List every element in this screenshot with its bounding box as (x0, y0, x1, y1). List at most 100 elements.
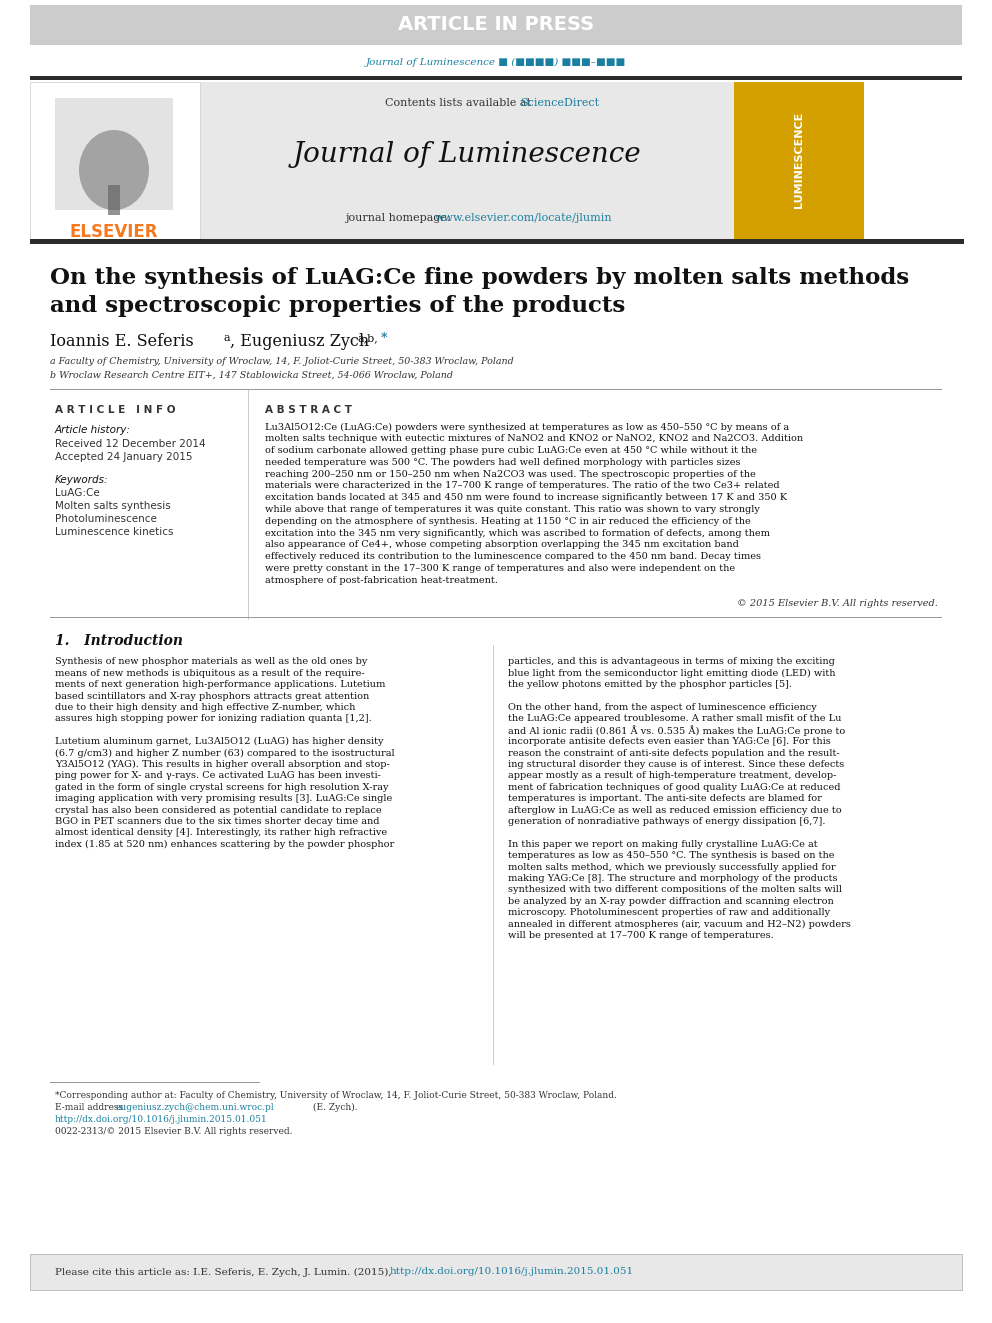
Text: a Faculty of Chemistry, University of Wroclaw, 14, F. Joliot-Curie Street, 50-38: a Faculty of Chemistry, University of Wr… (50, 357, 514, 366)
Text: molten salts technique with eutectic mixtures of NaNO2 and KNO2 or NaNO2, KNO2 a: molten salts technique with eutectic mix… (265, 434, 804, 443)
Text: http://dx.doi.org/10.1016/j.jlumin.2015.01.051: http://dx.doi.org/10.1016/j.jlumin.2015.… (55, 1115, 268, 1125)
Text: and Al ionic radii (0.861 Å vs. 0.535 Å) makes the LuAG:Ce prone to: and Al ionic radii (0.861 Å vs. 0.535 Å)… (508, 725, 845, 736)
Text: © 2015 Elsevier B.V. All rights reserved.: © 2015 Elsevier B.V. All rights reserved… (737, 598, 938, 607)
Text: index (1.85 at 520 nm) enhances scattering by the powder phosphor: index (1.85 at 520 nm) enhances scatteri… (55, 840, 394, 849)
Text: LUMINESCENCE: LUMINESCENCE (794, 112, 804, 208)
Text: Received 12 December 2014: Received 12 December 2014 (55, 439, 205, 448)
Text: Please cite this article as: I.E. Seferis, E. Zych, J. Lumin. (2015),: Please cite this article as: I.E. Seferi… (55, 1267, 395, 1277)
Text: ARTICLE IN PRESS: ARTICLE IN PRESS (398, 16, 594, 34)
Text: molten salts method, which we previously successfully applied for: molten salts method, which we previously… (508, 863, 835, 872)
Text: atmosphere of post-fabrication heat-treatment.: atmosphere of post-fabrication heat-trea… (265, 576, 498, 585)
Text: A R T I C L E   I N F O: A R T I C L E I N F O (55, 405, 176, 415)
Bar (30, 82, 200, 239)
Text: materials were characterized in the 17–700 K range of temperatures. The ratio of: materials were characterized in the 17–7… (265, 482, 780, 491)
Text: On the synthesis of LuAG:Ce fine powders by molten salts methods: On the synthesis of LuAG:Ce fine powders… (50, 267, 910, 288)
Text: generation of nonradiative pathways of energy dissipation [6,7].: generation of nonradiative pathways of e… (508, 818, 825, 826)
Bar (248, 390, 249, 620)
Text: needed temperature was 500 °C. The powders had well defined morphology with part: needed temperature was 500 °C. The powde… (265, 458, 740, 467)
Text: (6.7 g/cm3) and higher Z number (63) compared to the isostructural: (6.7 g/cm3) and higher Z number (63) com… (55, 749, 395, 758)
Text: *: * (381, 332, 388, 344)
Text: Lu3Al5O12:Ce (LuAG:Ce) powders were synthesized at temperatures as low as 450–55: Lu3Al5O12:Ce (LuAG:Ce) powders were synt… (265, 422, 789, 431)
Text: Accepted 24 January 2015: Accepted 24 January 2015 (55, 452, 192, 462)
Text: ments of next generation high-performance applications. Lutetium: ments of next generation high-performanc… (55, 680, 385, 689)
Text: LuAG:Ce: LuAG:Ce (55, 488, 100, 497)
Text: gated in the form of single crystal screens for high resolution X-ray: gated in the form of single crystal scre… (55, 783, 389, 792)
Text: means of new methods is ubiquitous as a result of the require-: means of new methods is ubiquitous as a … (55, 669, 365, 677)
Text: reason the constraint of anti-site defects population and the result-: reason the constraint of anti-site defec… (508, 749, 839, 758)
Bar (734, 82, 864, 239)
Text: microscopy. Photoluminescent properties of raw and additionally: microscopy. Photoluminescent properties … (508, 909, 830, 917)
Text: will be presented at 17–700 K range of temperatures.: will be presented at 17–700 K range of t… (508, 931, 774, 941)
Text: due to their high density and high effective Z-number, which: due to their high density and high effec… (55, 703, 355, 712)
Text: E-mail address:: E-mail address: (55, 1102, 129, 1111)
Text: a: a (223, 333, 229, 343)
Text: Y3Al5O12 (YAG). This results in higher overall absorption and stop-: Y3Al5O12 (YAG). This results in higher o… (55, 759, 390, 769)
Text: On the other hand, from the aspect of luminescence efficiency: On the other hand, from the aspect of lu… (508, 703, 816, 712)
Text: depending on the atmosphere of synthesis. Heating at 1150 °C in air reduced the : depending on the atmosphere of synthesis… (265, 517, 751, 527)
Bar (30, 1254, 962, 1290)
Text: ment of fabrication techniques of good quality LuAG:Ce at reduced: ment of fabrication techniques of good q… (508, 783, 840, 792)
Text: www.elsevier.com/locate/jlumin: www.elsevier.com/locate/jlumin (435, 213, 613, 224)
Text: of sodium carbonate allowed getting phase pure cubic LuAG:Ce even at 450 °C whil: of sodium carbonate allowed getting phas… (265, 446, 757, 455)
Text: be analyzed by an X-ray powder diffraction and scanning electron: be analyzed by an X-ray powder diffracti… (508, 897, 833, 906)
Text: excitation bands located at 345 and 450 nm were found to increase significantly : excitation bands located at 345 and 450 … (265, 493, 787, 503)
Text: temperatures as low as 450–550 °C. The synthesis is based on the: temperatures as low as 450–550 °C. The s… (508, 851, 834, 860)
Text: Journal of Luminescence: Journal of Luminescence (293, 142, 641, 168)
Text: Keywords:: Keywords: (55, 475, 108, 486)
Text: were pretty constant in the 17–300 K range of temperatures and also were indepen: were pretty constant in the 17–300 K ran… (265, 564, 735, 573)
Text: incorporate antisite defects even easier than YAG:Ce [6]. For this: incorporate antisite defects even easier… (508, 737, 830, 746)
Text: Lutetium aluminum garnet, Lu3Al5O12 (LuAG) has higher density: Lutetium aluminum garnet, Lu3Al5O12 (LuA… (55, 737, 384, 746)
Text: Photoluminescence: Photoluminescence (55, 515, 157, 524)
Bar (30, 239, 964, 243)
Text: assures high stopping power for ionizing radiation quanta [1,2].: assures high stopping power for ionizing… (55, 714, 372, 724)
Text: Luminescence kinetics: Luminescence kinetics (55, 527, 174, 537)
Text: a,b,: a,b, (358, 333, 379, 343)
Text: Article history:: Article history: (55, 425, 131, 435)
Bar (200, 82, 734, 239)
Text: BGO in PET scanners due to the six times shorter decay time and: BGO in PET scanners due to the six times… (55, 818, 380, 826)
Text: reaching 200–250 nm or 150–250 nm when Na2CO3 was used. The spectroscopic proper: reaching 200–250 nm or 150–250 nm when N… (265, 470, 756, 479)
Text: the yellow photons emitted by the phosphor particles [5].: the yellow photons emitted by the phosph… (508, 680, 792, 689)
Text: ELSEVIER: ELSEVIER (69, 224, 159, 241)
Text: , Eugeniusz Zych: , Eugeniusz Zych (230, 333, 374, 351)
Text: ing structural disorder they cause is of interest. Since these defects: ing structural disorder they cause is of… (508, 761, 844, 769)
Text: ping power for X- and γ-rays. Ce activated LuAG has been investi-: ping power for X- and γ-rays. Ce activat… (55, 771, 381, 781)
Text: eugeniusz.zych@chem.uni.wroc.pl: eugeniusz.zych@chem.uni.wroc.pl (116, 1102, 275, 1111)
Bar (493, 646, 494, 1065)
Text: imaging application with very promising results [3]. LuAG:Ce single: imaging application with very promising … (55, 794, 392, 803)
Text: particles, and this is advantageous in terms of mixing the exciting: particles, and this is advantageous in t… (508, 658, 835, 667)
Text: journal homepage:: journal homepage: (345, 213, 454, 224)
Text: A B S T R A C T: A B S T R A C T (265, 405, 352, 415)
Text: *Corresponding author at: Faculty of Chemistry, University of Wroclaw, 14, F. Jo: *Corresponding author at: Faculty of Che… (55, 1090, 617, 1099)
Text: b Wroclaw Research Centre EIT+, 147 Stablowicka Street, 54-066 Wroclaw, Poland: b Wroclaw Research Centre EIT+, 147 Stab… (50, 370, 453, 380)
Text: annealed in different atmospheres (air, vacuum and H2–N2) powders: annealed in different atmospheres (air, … (508, 919, 851, 929)
Text: based scintillators and X-ray phosphors attracts great attention: based scintillators and X-ray phosphors … (55, 692, 369, 701)
Text: the LuAG:Ce appeared troublesome. A rather small misfit of the Lu: the LuAG:Ce appeared troublesome. A rath… (508, 714, 841, 724)
Text: Journal of Luminescence ■ (■■■■) ■■■–■■■: Journal of Luminescence ■ (■■■■) ■■■–■■■ (366, 57, 626, 66)
Text: (E. Zych).: (E. Zych). (310, 1102, 358, 1111)
Text: Ioannis E. Seferis: Ioannis E. Seferis (50, 333, 198, 351)
Text: Contents lists available at: Contents lists available at (385, 98, 535, 108)
Text: Molten salts synthesis: Molten salts synthesis (55, 501, 171, 511)
Text: 1.   Introduction: 1. Introduction (55, 634, 183, 648)
Ellipse shape (79, 130, 149, 210)
Bar (30, 75, 962, 79)
Bar (30, 5, 962, 45)
Bar (108, 185, 120, 216)
Text: temperatures is important. The anti-site defects are blamed for: temperatures is important. The anti-site… (508, 794, 822, 803)
Text: also appearance of Ce4+, whose competing absorption overlapping the 345 nm excit: also appearance of Ce4+, whose competing… (265, 541, 739, 549)
Text: effectively reduced its contribution to the luminescence compared to the 450 nm : effectively reduced its contribution to … (265, 552, 761, 561)
Text: synthesized with two different compositions of the molten salts will: synthesized with two different compositi… (508, 885, 842, 894)
Text: ScienceDirect: ScienceDirect (520, 98, 599, 108)
Bar (55, 98, 173, 210)
Text: Synthesis of new phosphor materials as well as the old ones by: Synthesis of new phosphor materials as w… (55, 658, 367, 667)
Text: afterglow in LuAG:Ce as well as reduced emission efficiency due to: afterglow in LuAG:Ce as well as reduced … (508, 806, 841, 815)
Text: crystal has also been considered as potential candidate to replace: crystal has also been considered as pote… (55, 806, 382, 815)
Text: almost identical density [4]. Interestingly, its rather high refractive: almost identical density [4]. Interestin… (55, 828, 387, 837)
Text: http://dx.doi.org/10.1016/j.jlumin.2015.01.051: http://dx.doi.org/10.1016/j.jlumin.2015.… (390, 1267, 634, 1277)
Text: blue light from the semiconductor light emitting diode (LED) with: blue light from the semiconductor light … (508, 669, 835, 677)
Text: In this paper we report on making fully crystalline LuAG:Ce at: In this paper we report on making fully … (508, 840, 817, 849)
Text: appear mostly as a result of high-temperature treatment, develop-: appear mostly as a result of high-temper… (508, 771, 836, 781)
Text: making YAG:Ce [8]. The structure and morphology of the products: making YAG:Ce [8]. The structure and mor… (508, 875, 837, 882)
Text: excitation into the 345 nm very significantly, which was ascribed to formation o: excitation into the 345 nm very signific… (265, 529, 770, 537)
